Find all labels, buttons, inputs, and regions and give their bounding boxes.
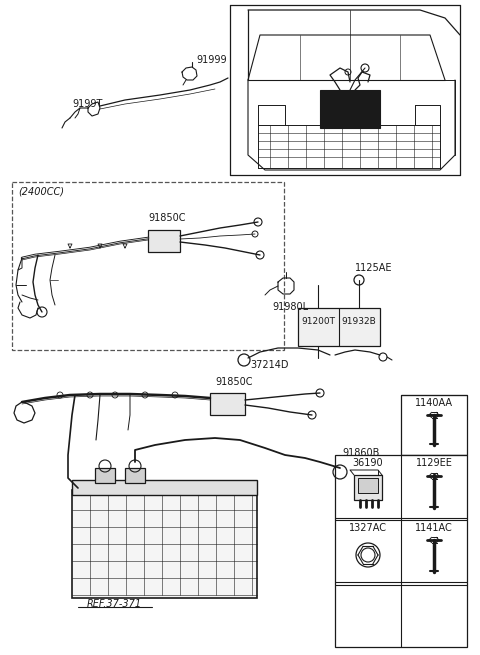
Bar (72, 480, 257, 495)
Text: 1327AC: 1327AC (349, 523, 387, 533)
Text: 1129EE: 1129EE (416, 458, 453, 468)
Bar (12, 182, 284, 350)
Text: 91932B: 91932B (342, 318, 376, 326)
Bar (148, 230, 180, 252)
Text: 1141AC: 1141AC (415, 523, 453, 533)
Text: 91850C: 91850C (215, 377, 252, 387)
Text: 91980L: 91980L (272, 302, 308, 312)
Text: REF.37-371: REF.37-371 (86, 599, 142, 609)
Text: 91200T: 91200T (301, 318, 335, 326)
Text: 91860B: 91860B (342, 448, 379, 458)
Bar (95, 468, 115, 483)
Bar (335, 455, 467, 647)
Bar (210, 393, 245, 415)
Text: 91850C: 91850C (148, 213, 185, 223)
Text: 37214D: 37214D (250, 360, 288, 370)
Text: (2400CC): (2400CC) (18, 187, 64, 197)
Text: 9199T: 9199T (72, 99, 102, 109)
Bar (358, 478, 378, 493)
Text: 1140AA: 1140AA (415, 398, 453, 408)
Text: 91999: 91999 (196, 55, 227, 65)
Text: 36190: 36190 (353, 458, 384, 468)
Bar (72, 490, 257, 598)
Text: 1125AE: 1125AE (355, 263, 393, 273)
Bar (298, 308, 380, 346)
Bar (354, 475, 382, 500)
Bar (401, 395, 467, 455)
Bar (125, 468, 145, 483)
Bar (320, 90, 380, 128)
